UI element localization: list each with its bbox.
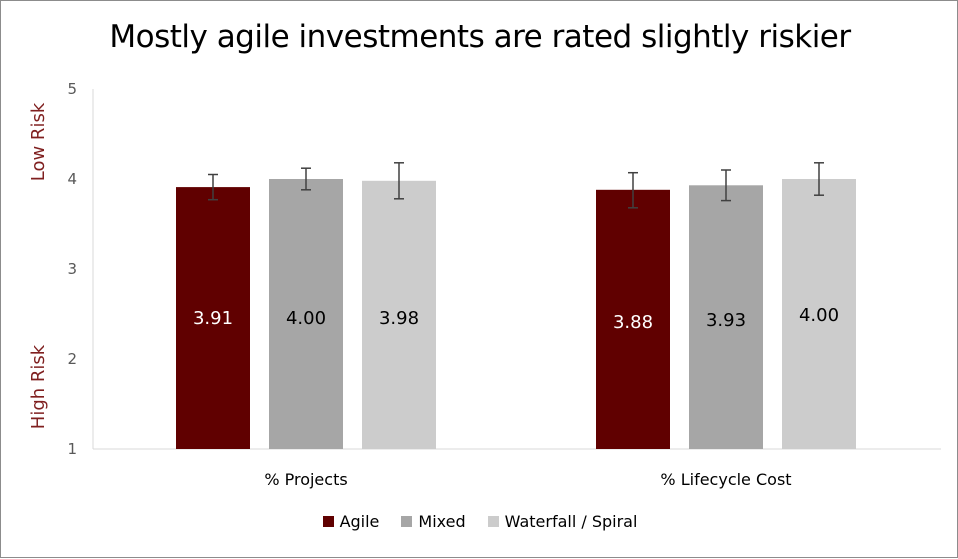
y-tick-label: 2 <box>67 350 77 368</box>
bar-mixed-1 <box>689 185 763 450</box>
y-tick-label: 5 <box>67 80 77 98</box>
legend-item: Agile <box>322 512 380 531</box>
legend-label: Agile <box>339 512 380 531</box>
legend-label: Waterfall / Spiral <box>504 512 638 531</box>
bar-agile-0 <box>176 187 250 449</box>
x-category-label: % Lifecycle Cost <box>660 470 791 489</box>
legend-swatch <box>487 516 499 527</box>
chart-title: Mostly agile investments are rated sligh… <box>109 19 851 55</box>
bar-waterfall-spiral-0 <box>362 180 436 450</box>
y-annotation-low-risk: Low Risk <box>28 102 49 181</box>
bar-waterfall-spiral-1 <box>782 179 856 449</box>
bar-agile-1 <box>596 189 670 450</box>
data-label: 3.93 <box>706 310 746 331</box>
legend-swatch <box>401 516 413 527</box>
data-label: 4.00 <box>799 305 839 326</box>
y-tick-label: 4 <box>67 170 77 188</box>
y-tick-label: 1 <box>67 440 77 458</box>
data-label: 3.98 <box>379 308 419 329</box>
chart-legend: Agile Mixed Waterfall / Spiral <box>1 512 958 531</box>
x-category-label: % Projects <box>264 470 347 489</box>
legend-swatch <box>322 516 334 527</box>
legend-label: Mixed <box>418 512 466 531</box>
data-label: 4.00 <box>286 308 326 329</box>
y-annotation-high-risk: High Risk <box>28 344 49 429</box>
legend-item: Waterfall / Spiral <box>487 512 638 531</box>
data-label: 3.88 <box>613 312 653 333</box>
bar-mixed-0 <box>269 179 343 449</box>
data-label: 3.91 <box>193 308 233 329</box>
y-tick-label: 3 <box>67 260 77 278</box>
legend-item: Mixed <box>401 512 466 531</box>
